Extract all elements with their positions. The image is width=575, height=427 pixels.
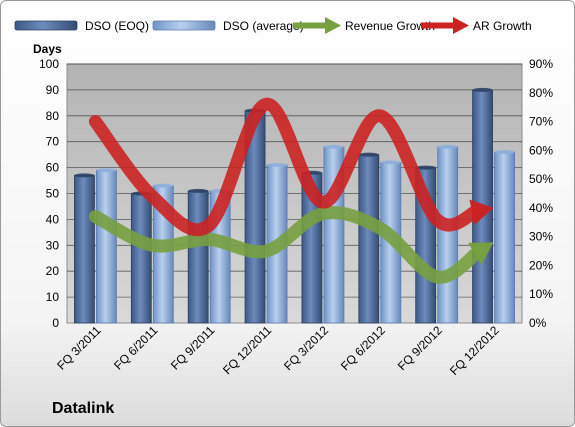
bar-cap [153,183,174,188]
right-tick-label: 40% [529,201,553,215]
brand-label: Datalink [52,400,115,417]
bar-dso-average [96,169,117,324]
ar-growth-arrowhead [469,199,494,225]
ar-growth-line [88,97,483,237]
revenue-growth-point [322,213,324,215]
ar-growth-point [379,115,381,117]
legend-label: DSO (average) [223,19,304,33]
ar-growth-point [94,121,96,123]
bar-cap [188,188,209,193]
revenue-growth-point [94,216,96,218]
ar-growth-point [436,218,438,220]
bar-dso-eoq [358,154,380,324]
x-tick-label: FQ 3/2012 [281,323,331,373]
bar-dso-average [494,151,515,324]
left-tick-label: 20 [46,264,60,278]
revenue-growth-point [436,276,438,278]
right-tick-label: 70% [529,115,553,129]
x-tick-label: FQ 12/2012 [447,323,502,378]
legend-label: DSO (EOQ) [85,19,149,33]
revenue-growth-point [151,244,153,246]
legend-swatch [14,20,78,31]
bar-cap [74,173,95,178]
bar-cap [472,87,493,92]
bar-cap [267,163,288,168]
x-tick-label: FQ 9/2012 [395,323,445,373]
x-tick-label: FQ 9/2011 [168,323,218,373]
legend-label: Revenue Growth [345,19,435,33]
revenue-growth-point [208,239,210,241]
legend: DSO (EOQ) DSO (average) Revenue Growth AR G… [14,17,532,34]
bar-dso-eoq [130,193,152,324]
bar-cap [96,168,117,173]
left-tick-label: 40 [46,212,60,226]
ar-growth-point [322,201,324,203]
revenue-growth-arrowhead [468,242,494,265]
x-tick-label: FQ 6/2012 [338,323,388,373]
x-tick-label: FQ 6/2011 [111,323,161,373]
bar-dso-eoq [187,190,209,324]
revenue-growth-point [379,227,381,229]
right-tick-label: 80% [529,86,553,100]
revenue-growth-point [265,250,267,252]
bar-cap [415,165,436,170]
ar-growth-point [208,224,210,226]
right-tick-label: 0% [529,316,547,330]
bar-dso-average [437,146,459,324]
bar-dso-eoq [74,174,95,324]
left-tick-label: 60 [46,161,60,175]
legend-label: AR Growth [473,19,532,33]
x-tick-label: FQ 3/2011 [54,323,104,373]
ar-growth-point [265,103,267,105]
left-tick-label: 30 [46,238,60,252]
x-tick-label: FQ 12/2011 [220,323,274,377]
ar-growth-point [151,195,153,197]
bar-cap [380,160,401,165]
legend-swatch [152,20,216,31]
bar-cap [437,144,458,149]
right-tick-label: 10% [529,287,553,301]
left-axis-title: Days [33,42,62,56]
right-tick-label: 90% [529,57,553,71]
right-tick-label: 20% [529,258,553,272]
revenue-growth-line [88,206,486,284]
left-tick-label: 10 [46,290,60,304]
left-tick-label: 0 [52,316,59,330]
left-tick-label: 50 [46,187,60,201]
bar-cap [494,150,515,155]
left-tick-label: 80 [46,109,60,123]
bar-cap [358,152,379,157]
right-tick-label: 30% [529,230,553,244]
right-tick-label: 50% [529,172,553,186]
left-tick-label: 90 [46,83,60,97]
legend-swatch-head [325,17,341,34]
right-tick-label: 60% [529,143,553,157]
left-tick-label: 100 [39,57,59,71]
bar-cap [323,144,344,149]
left-tick-label: 70 [46,135,60,149]
legend-swatch-head [453,17,469,34]
